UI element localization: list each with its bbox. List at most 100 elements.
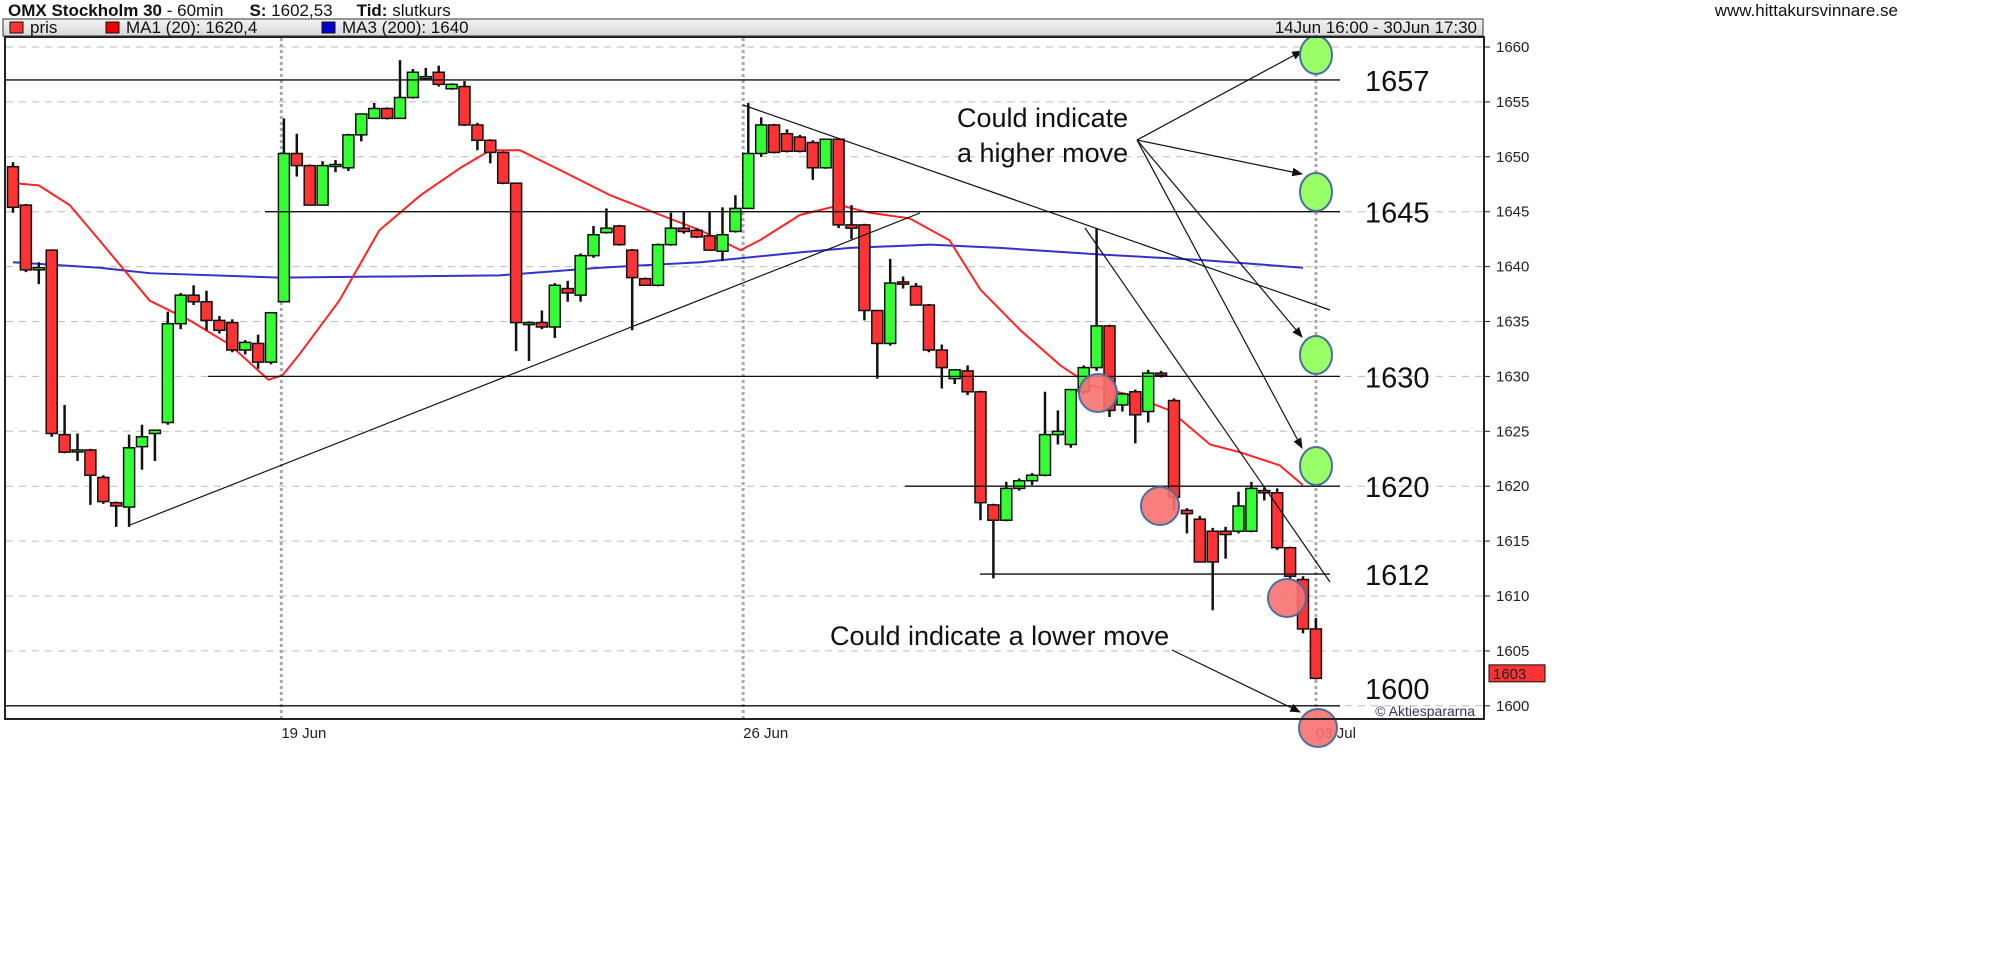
- candle-body: [767, 124, 781, 154]
- candle: [883, 258, 897, 346]
- y-tick-label: 1655: [1496, 94, 1529, 111]
- candle-body: [806, 141, 820, 169]
- candle: [238, 340, 252, 355]
- level-label: 1645: [1365, 198, 1430, 230]
- candle: [264, 311, 278, 365]
- candle-body: [703, 235, 716, 251]
- candle-body: [1038, 433, 1052, 476]
- candle-body: [45, 249, 58, 435]
- candle-body: [935, 349, 949, 369]
- candle-body: [1051, 430, 1065, 436]
- candle-body: [1193, 518, 1207, 563]
- candle: [871, 309, 884, 379]
- candle-body: [316, 164, 329, 206]
- candle: [625, 249, 639, 331]
- candle-body: [484, 139, 497, 154]
- candle: [1232, 491, 1245, 534]
- candle-body: [1012, 479, 1026, 490]
- candle-body: [1232, 505, 1245, 532]
- arrow: [1136, 50, 1303, 141]
- candle: [664, 212, 678, 246]
- candle: [548, 283, 562, 338]
- candle-body: [135, 436, 149, 448]
- candle: [961, 365, 974, 396]
- candle: [1180, 508, 1194, 534]
- candle-body: [1116, 393, 1129, 406]
- candle-body: [1167, 399, 1181, 498]
- candle-body: [6, 165, 20, 209]
- candle-body: [858, 224, 871, 312]
- candle-body: [587, 234, 600, 257]
- candle-body: [406, 71, 420, 99]
- candle: [1000, 481, 1013, 522]
- candle: [703, 211, 716, 251]
- trendline: [1084, 227, 1331, 583]
- candle: [135, 424, 149, 470]
- level-label: 1612: [1365, 560, 1430, 592]
- candle: [174, 292, 187, 330]
- candle: [200, 290, 213, 331]
- green-marker: [1299, 335, 1333, 375]
- candle-body: [471, 124, 484, 142]
- candle: [355, 113, 368, 142]
- candle-body: [1025, 474, 1039, 482]
- candle-body: [961, 370, 974, 393]
- candle-body: [987, 504, 1000, 521]
- level-label: 1657: [1365, 66, 1430, 98]
- candle-body: [535, 321, 549, 328]
- candle-body: [290, 152, 304, 167]
- candle-body: [883, 282, 897, 345]
- candle-body: [780, 132, 794, 153]
- candle-body: [600, 227, 613, 234]
- candle: [58, 404, 71, 454]
- legend-swatch: [105, 21, 120, 34]
- candle-body: [896, 281, 910, 285]
- y-tick-label: 1615: [1496, 533, 1529, 550]
- candle-body: [974, 391, 987, 504]
- annotation-higher: Could indicate: [957, 103, 1128, 133]
- candle-body: [1258, 489, 1271, 494]
- candle: [484, 139, 497, 164]
- site-url: www.hittakursvinnare.se: [1714, 1, 1898, 20]
- candle: [535, 310, 549, 330]
- candle-body: [32, 266, 46, 271]
- candle: [32, 262, 46, 285]
- plot-frame: [4, 36, 1485, 720]
- candle: [1141, 369, 1155, 423]
- candle-body: [1000, 487, 1013, 521]
- candle: [651, 243, 665, 287]
- candle: [1025, 473, 1039, 486]
- candle-body: [277, 152, 291, 303]
- candle-body: [367, 107, 381, 120]
- candle-body: [97, 476, 110, 503]
- y-tick-label: 1635: [1496, 314, 1529, 331]
- candle: [754, 117, 768, 157]
- level-label: 1620: [1365, 472, 1430, 504]
- candle-body: [574, 254, 587, 296]
- candle-body: [329, 163, 342, 168]
- candle: [896, 276, 910, 289]
- ma3-line: [12, 243, 1304, 279]
- candle-body: [496, 151, 510, 184]
- candle: [935, 344, 949, 389]
- green-marker: [1299, 446, 1333, 486]
- last-price-value: 1603: [1493, 666, 1526, 683]
- candle: [716, 207, 729, 262]
- candle-body: [19, 204, 33, 271]
- chart-title: OMX Stockholm 30 - 60min S: 1602,53 Tid: s…: [8, 1, 451, 20]
- candle: [1258, 487, 1271, 501]
- candle-body: [625, 249, 639, 279]
- candle: [6, 162, 20, 213]
- y-tick-label: 1640: [1496, 259, 1529, 276]
- candle: [97, 475, 110, 504]
- candle: [922, 303, 936, 353]
- candle: [729, 195, 742, 233]
- arrow: [1136, 139, 1303, 338]
- candle: [329, 160, 342, 173]
- candle-body: [677, 227, 691, 233]
- candle-body: [948, 369, 961, 380]
- candle-body: [355, 113, 368, 136]
- candle: [819, 138, 832, 169]
- candle-body: [729, 207, 742, 233]
- candle: [742, 102, 755, 210]
